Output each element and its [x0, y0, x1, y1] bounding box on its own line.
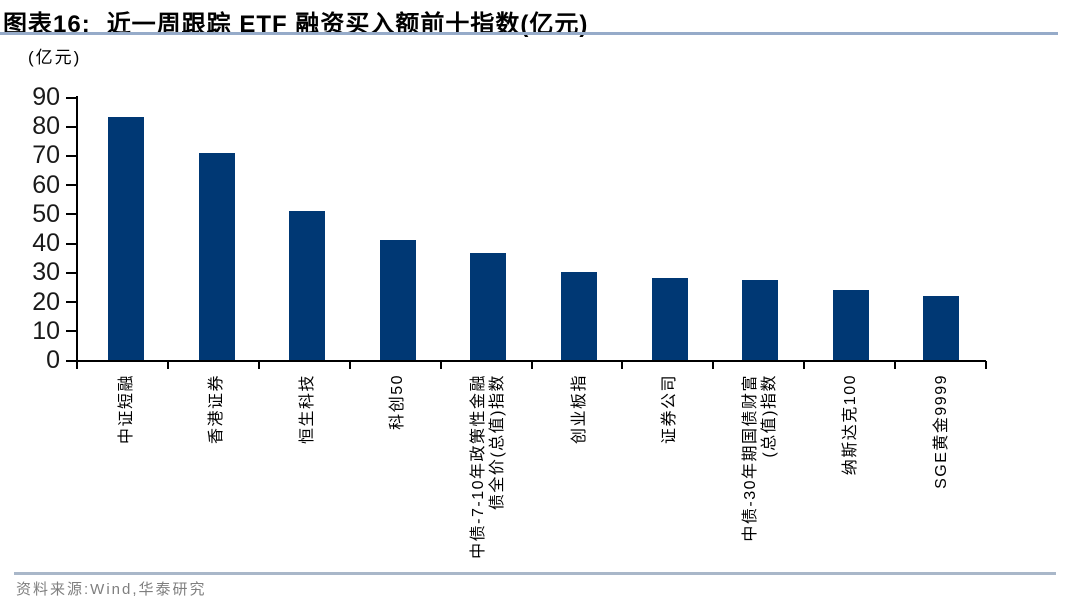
y-axis-tick	[66, 271, 76, 274]
x-axis-label-line: 中债-30年期国债财富	[742, 374, 760, 542]
x-axis-label-line: (总值)指数	[761, 374, 779, 458]
y-axis-tick-label: 60	[32, 170, 60, 199]
y-axis-tick-label: 90	[32, 83, 60, 111]
x-axis-label-line: SGE黄金9999	[932, 374, 950, 489]
y-axis-tick-label: 20	[32, 287, 60, 316]
y-axis-tick-label: 40	[32, 229, 60, 258]
x-axis-tick	[348, 361, 351, 369]
y-axis-tick-label: 0	[46, 346, 60, 374]
x-axis-label-line: 科创50	[389, 374, 407, 430]
bar	[742, 279, 779, 360]
x-axis-label: 纳斯达克100	[841, 374, 860, 574]
y-axis-unit-label: (亿元)	[28, 48, 82, 67]
y-axis-line	[76, 96, 78, 362]
y-axis-tick-label: 80	[32, 112, 60, 141]
x-axis-tick	[439, 361, 442, 369]
x-axis-label-line: 债全价(总值)指数	[489, 374, 507, 511]
x-axis-tick	[166, 361, 169, 369]
x-axis-label: 中证短融	[117, 374, 136, 574]
x-axis-label: 香港证券	[207, 374, 226, 574]
y-axis-tick-label: 10	[32, 316, 60, 345]
x-axis-label: SGE黄金9999	[932, 374, 951, 574]
title-underline	[0, 32, 1058, 35]
x-axis-label: 恒生科技	[298, 374, 317, 574]
y-axis-tick	[66, 359, 76, 362]
bar	[108, 117, 144, 360]
x-axis-label-line: 中债-7-10年政策性金融	[470, 374, 488, 559]
x-axis-label-line: 恒生科技	[298, 374, 316, 445]
x-axis-tick	[894, 361, 897, 369]
x-axis-tick	[803, 361, 806, 369]
bar	[470, 253, 507, 360]
y-axis-tick	[66, 242, 76, 245]
x-axis-label-line: 中证短融	[117, 374, 135, 445]
x-axis-label: 中债-7-10年政策性金融 债全价(总值)指数	[469, 374, 507, 574]
x-axis-tick	[257, 361, 260, 369]
footer-divider	[14, 572, 1056, 575]
x-axis-label: 中债-30年期国债财富 (总值)指数	[741, 374, 779, 574]
y-axis-tick	[66, 184, 76, 187]
x-axis-label-line: 纳斯达克100	[842, 374, 860, 476]
x-axis-label-line: 创业板指	[570, 374, 588, 445]
y-axis-tick	[66, 96, 76, 99]
x-axis-tick	[530, 361, 533, 369]
bar	[289, 210, 326, 360]
x-axis-label: 证券公司	[660, 374, 679, 574]
bar	[832, 289, 869, 360]
x-axis-label-line: 香港证券	[208, 374, 226, 445]
y-axis-tick	[66, 301, 76, 304]
x-axis-label-line: 证券公司	[661, 374, 679, 445]
source-note: 资料来源:Wind,华泰研究	[16, 581, 207, 598]
y-axis-tick	[66, 154, 76, 157]
y-axis-tick	[66, 330, 76, 333]
bar	[379, 240, 416, 360]
bar	[923, 295, 960, 360]
x-axis-label: 科创50	[388, 374, 407, 574]
bar	[561, 272, 597, 360]
bar	[651, 278, 688, 360]
bar	[198, 152, 235, 360]
x-axis-tick	[712, 361, 715, 369]
y-axis-tick	[66, 213, 76, 216]
y-axis-tick-label: 30	[32, 258, 60, 287]
x-axis-tick	[76, 361, 78, 369]
x-axis-label: 创业板指	[570, 374, 589, 574]
y-axis-tick-label: 70	[32, 141, 60, 170]
y-axis-tick-label: 50	[32, 199, 60, 228]
y-axis-tick	[66, 125, 76, 128]
x-axis-tick	[621, 361, 624, 369]
x-axis-tick	[985, 361, 987, 369]
bar-chart: (亿元) 0 10 20 30 40 50 60 70 80 90 中证短融 香港证券 恒生科技 科创50…	[28, 48, 987, 559]
